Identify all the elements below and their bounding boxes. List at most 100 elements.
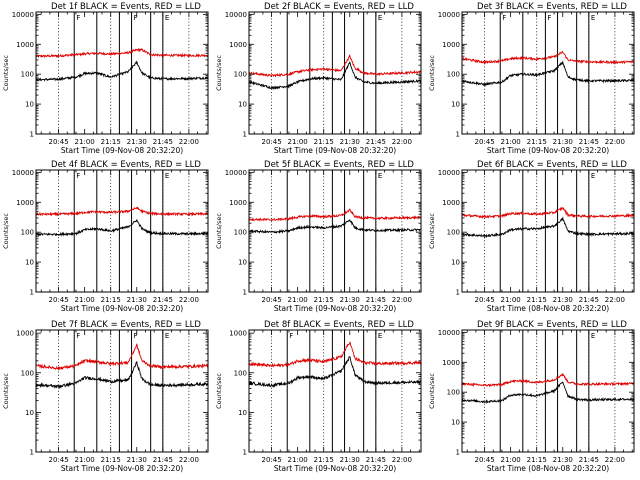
- y-tick-label: 100: [447, 71, 460, 79]
- y-tick-label: 100: [447, 229, 460, 237]
- x-axis-label: Start Time (09-Nov-08 20:32:20): [61, 146, 183, 155]
- y-tick-label: 100: [234, 71, 247, 79]
- series-line-events: [248, 218, 422, 235]
- y-tick-label: 100: [234, 369, 247, 377]
- x-tick-label: 21:45: [579, 456, 599, 464]
- x-tick-label: 20:45: [261, 456, 281, 464]
- x-axis-label: Start Time (09-Nov-08 20:32:20): [61, 464, 183, 473]
- y-tick-label: 100: [21, 369, 34, 377]
- interval-marker-label: F: [76, 332, 80, 340]
- y-tick-label: 1000: [229, 41, 247, 49]
- x-tick-label: 22:00: [605, 138, 625, 146]
- y-axis-label: Counts/sec: [2, 213, 10, 249]
- y-tick-label: 10: [25, 259, 34, 267]
- series-line-lld: [248, 341, 422, 368]
- x-tick-label: 21:15: [101, 138, 121, 146]
- y-tick-label: 1: [456, 449, 460, 457]
- chart-panel: Det 7f BLACK = Events, RED = LLD F F E 1 10 10…: [2, 320, 209, 473]
- y-tick-label: 10: [451, 101, 460, 109]
- y-tick-label: 1: [243, 289, 247, 297]
- y-tick-label: 1: [243, 131, 247, 139]
- interval-marker-label: F: [76, 14, 80, 22]
- x-tick-label: 21:45: [579, 296, 599, 304]
- x-axis-label: Start Time (08-Nov-08 20:32:20): [487, 464, 609, 473]
- x-tick-label: 21:45: [366, 296, 386, 304]
- series-line-events: [461, 216, 635, 239]
- interval-marker-label: E: [591, 172, 595, 180]
- series-line-lld: [35, 48, 209, 59]
- x-tick-label: 20:45: [48, 456, 68, 464]
- series-line-events: [461, 60, 635, 87]
- x-tick-label: 22:00: [392, 296, 412, 304]
- y-tick-label: 10: [238, 101, 247, 109]
- y-tick-label: 1: [456, 131, 460, 139]
- x-tick-label: 21:15: [314, 296, 334, 304]
- x-tick-label: 21:30: [340, 138, 360, 146]
- y-tick-label: 10000: [438, 11, 460, 19]
- plot-frame: [35, 11, 209, 135]
- x-axis-label: Start Time (09-Nov-08 20:32:20): [487, 146, 609, 155]
- chart-panel: Det 2f BLACK = Events, RED = LLD E 1 10 100 1…: [215, 2, 422, 155]
- x-axis-label: Start Time (09-Nov-08 20:32:20): [274, 146, 396, 155]
- chart-panel: Det 4f BLACK = Events, RED = LLD F E 1 10 100…: [2, 160, 209, 313]
- chart-title: Det 2f BLACK = Events, RED = LLD: [264, 2, 414, 12]
- x-tick-label: 21:45: [579, 138, 599, 146]
- interval-marker-label: E: [165, 14, 169, 22]
- chart-title: Det 9f BLACK = Events, RED = LLD: [477, 320, 627, 330]
- plot-frame: [461, 169, 635, 293]
- interval-marker-label: F: [289, 332, 293, 340]
- x-tick-label: 22:00: [179, 456, 199, 464]
- x-tick-label: 21:15: [527, 296, 547, 304]
- x-tick-label: 21:00: [501, 456, 521, 464]
- chart-panel: Det 6f BLACK = Events, RED = LLD E 1 10 100 1…: [428, 160, 635, 313]
- x-tick-label: 21:30: [553, 138, 573, 146]
- x-tick-label: 21:15: [101, 296, 121, 304]
- y-tick-label: 100: [447, 389, 460, 397]
- x-tick-label: 22:00: [179, 138, 199, 146]
- interval-marker-label: F: [134, 14, 138, 22]
- y-tick-label: 10000: [225, 169, 247, 177]
- chart-panel: Det 8f BLACK = Events, RED = LLD F E 1 10 100…: [215, 320, 422, 473]
- x-tick-label: 22:00: [392, 138, 412, 146]
- y-tick-label: 10: [238, 259, 247, 267]
- series-line-lld: [35, 343, 209, 371]
- y-axis-label: Counts/sec: [428, 373, 436, 409]
- y-tick-label: 10000: [12, 169, 34, 177]
- x-tick-label: 21:45: [366, 138, 386, 146]
- x-tick-label: 21:15: [527, 456, 547, 464]
- y-tick-label: 1000: [442, 41, 460, 49]
- y-axis-label: Counts/sec: [428, 213, 436, 249]
- x-tick-label: 21:00: [75, 456, 95, 464]
- y-tick-label: 1: [456, 289, 460, 297]
- chart-title: Det 7f BLACK = Events, RED = LLD: [51, 320, 201, 330]
- interval-marker-label: E: [165, 332, 169, 340]
- x-tick-label: 20:45: [261, 296, 281, 304]
- interval-marker-label: E: [378, 172, 382, 180]
- x-tick-label: 21:30: [127, 456, 147, 464]
- chart-title: Det 3f BLACK = Events, RED = LLD: [477, 2, 627, 12]
- chart-panel: Det 5f BLACK = Events, RED = LLD E 1 10 100 1…: [215, 160, 422, 313]
- x-tick-label: 22:00: [179, 296, 199, 304]
- y-tick-label: 100: [21, 71, 34, 79]
- y-tick-label: 10: [25, 101, 34, 109]
- x-tick-label: 21:15: [314, 138, 334, 146]
- chart-title: Det 6f BLACK = Events, RED = LLD: [477, 160, 627, 170]
- plot-frame: [248, 169, 422, 293]
- interval-marker-label: E: [591, 14, 595, 22]
- y-tick-label: 1: [30, 131, 34, 139]
- y-tick-label: 1000: [16, 41, 34, 49]
- plot-frame: [35, 169, 209, 293]
- x-tick-label: 21:15: [314, 456, 334, 464]
- chart-title: Det 1f BLACK = Events, RED = LLD: [51, 2, 201, 12]
- y-tick-label: 1000: [442, 199, 460, 207]
- interval-marker-label: E: [378, 14, 382, 22]
- y-tick-label: 100: [234, 229, 247, 237]
- series-line-events: [35, 360, 209, 390]
- x-tick-label: 21:00: [288, 296, 308, 304]
- x-tick-label: 22:00: [605, 456, 625, 464]
- chart-title: Det 5f BLACK = Events, RED = LLD: [264, 160, 414, 170]
- interval-marker-label: E: [378, 332, 382, 340]
- chart-title: Det 8f BLACK = Events, RED = LLD: [264, 320, 414, 330]
- interval-marker-label: E: [591, 332, 595, 340]
